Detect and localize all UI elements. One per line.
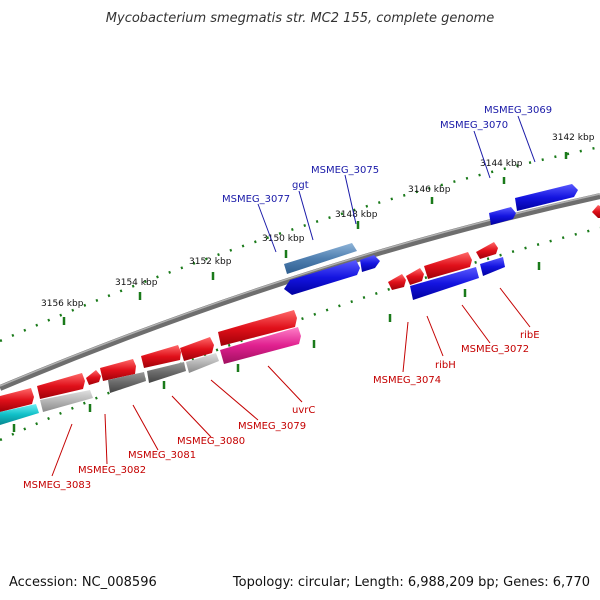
inner-major-ticks [12, 262, 541, 432]
outer-major-ticks [62, 152, 568, 325]
gene-arrow-msmeg-3079[interactable] [220, 327, 301, 364]
gene-label: ribH [435, 360, 456, 371]
gene-arrow-red-e[interactable] [100, 359, 136, 381]
gene-arrow-ribH[interactable] [410, 267, 479, 300]
inner-scale-track [0, 226, 600, 442]
gene-arrow-ribE[interactable] [476, 242, 498, 259]
gene-label: MSMEG_3081 [128, 450, 196, 461]
gene-label: ribE [520, 330, 540, 341]
gene-arrow-msmeg-3080[interactable] [186, 353, 219, 373]
tick-label: 3148 kbp [335, 210, 378, 220]
map-title: Mycobacterium smegmatis str. MC2 155, co… [106, 11, 494, 26]
tick-label: 3156 kbp [41, 299, 84, 309]
tick-label: 3150 kbp [262, 234, 305, 244]
top-gene-labels: MSMEG_3069 MSMEG_3070 MSMEG_3075 ggt MSM… [222, 105, 552, 205]
gene-arrow-uvrC[interactable] [218, 310, 297, 346]
bottom-gene-labels: ribE MSMEG_3072 ribH MSMEG_3074 uvrC MSM… [23, 330, 540, 491]
gene-arrow-msmeg-3072[interactable] [480, 257, 505, 276]
gene-label: MSMEG_3083 [23, 480, 91, 491]
gene-label: MSMEG_3074 [373, 375, 441, 386]
gene-arrow-msmeg-3074[interactable] [424, 252, 472, 279]
gene-label: MSMEG_3077 [222, 194, 290, 205]
gene-label: MSMEG_3075 [311, 165, 379, 176]
gene-label: ggt [292, 180, 309, 191]
gene-arrow-ggt[interactable] [284, 243, 357, 274]
gene-arrow-msmeg-3069[interactable] [515, 184, 578, 211]
gene-label: MSMEG_3072 [461, 344, 529, 355]
top-label-leaders [257, 115, 536, 253]
gene-arrow-msmeg-3083[interactable] [40, 390, 93, 412]
gene-label: MSMEG_3080 [177, 436, 245, 447]
gene-arrow-red-f[interactable] [86, 370, 101, 385]
tick-label: 3154 kbp [115, 278, 158, 288]
gene-label: MSMEG_3079 [238, 421, 306, 432]
gene-arrow-msmeg-3077[interactable] [284, 260, 360, 295]
gene-arrow-red-small-b[interactable] [388, 274, 406, 290]
gene-arrow-msmeg-3082[interactable] [108, 372, 146, 393]
gene-arrow-end[interactable] [592, 205, 600, 218]
gene-arrow-msmeg-3070[interactable] [489, 207, 516, 225]
genome-summary-text: Topology: circular; Length: 6,988,209 bp… [232, 575, 590, 590]
scale-tick-labels: 3142 kbp 3144 kbp 3146 kbp 3148 kbp 3150… [41, 133, 595, 309]
tick-label: 3142 kbp [552, 133, 595, 143]
tick-label: 3152 kbp [189, 257, 232, 267]
gene-arrow-red-c[interactable] [180, 337, 214, 361]
accession-text: Accession: NC_008596 [9, 575, 157, 590]
gene-arrow-msmeg-3081[interactable] [147, 362, 186, 383]
gene-label: MSMEG_3069 [484, 105, 552, 116]
gene-label: MSMEG_3070 [440, 120, 508, 131]
gene-arrow-red-h[interactable] [0, 388, 34, 412]
gene-label: uvrC [292, 405, 315, 416]
tick-label: 3144 kbp [480, 159, 523, 169]
gene-arrow-msmeg-3075[interactable] [360, 255, 380, 272]
gene-arrow-red-d[interactable] [141, 345, 181, 368]
gene-arrow-cyan[interactable] [0, 404, 39, 425]
gene-arrow-red-g[interactable] [37, 373, 85, 399]
gene-label: MSMEG_3082 [78, 465, 146, 476]
gene-arrow-red-small-a[interactable] [406, 268, 424, 285]
outer-scale-track [0, 145, 600, 343]
forward-strand-genes [284, 184, 600, 300]
tick-label: 3146 kbp [408, 185, 451, 195]
bottom-label-leaders [51, 287, 531, 477]
reverse-strand-genes [0, 242, 498, 425]
